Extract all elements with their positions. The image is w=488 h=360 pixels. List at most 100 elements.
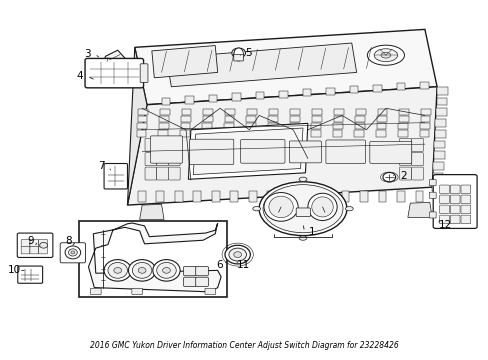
Bar	[248, 191, 256, 202]
Polygon shape	[135, 30, 436, 105]
Ellipse shape	[233, 48, 243, 61]
Ellipse shape	[157, 262, 176, 278]
Ellipse shape	[40, 242, 47, 248]
Bar	[193, 191, 201, 202]
Polygon shape	[140, 204, 163, 220]
Text: 8: 8	[65, 236, 72, 246]
Bar	[354, 123, 364, 130]
Bar	[341, 191, 348, 202]
Polygon shape	[193, 128, 303, 175]
Polygon shape	[166, 43, 356, 87]
Text: 2016 GMC Yukon Driver Information Center Adjust Switch Diagram for 23228426: 2016 GMC Yukon Driver Information Center…	[90, 341, 398, 350]
Bar	[433, 140, 444, 148]
Bar	[137, 130, 146, 136]
Bar	[245, 130, 255, 136]
Bar	[398, 116, 407, 122]
Bar	[174, 191, 182, 202]
Ellipse shape	[259, 182, 346, 235]
FancyBboxPatch shape	[411, 167, 423, 180]
Ellipse shape	[114, 267, 122, 273]
Bar	[310, 130, 320, 136]
Bar	[396, 83, 405, 90]
Bar	[203, 116, 212, 122]
Bar	[355, 116, 364, 122]
Bar	[246, 116, 256, 122]
Bar	[398, 109, 408, 115]
Ellipse shape	[128, 260, 156, 281]
Ellipse shape	[366, 45, 404, 65]
Bar	[202, 123, 212, 130]
Bar	[203, 109, 213, 115]
Bar	[246, 109, 256, 115]
Bar	[232, 94, 241, 101]
Ellipse shape	[231, 48, 245, 58]
Bar	[333, 109, 343, 115]
Bar	[435, 108, 446, 116]
FancyBboxPatch shape	[369, 141, 411, 163]
Bar	[420, 109, 430, 115]
Bar	[79, 221, 227, 297]
FancyBboxPatch shape	[145, 138, 157, 151]
Bar	[156, 191, 163, 202]
FancyBboxPatch shape	[399, 138, 410, 151]
Bar	[436, 98, 447, 105]
Bar	[434, 130, 445, 138]
Bar	[333, 116, 343, 122]
Ellipse shape	[311, 197, 332, 217]
FancyBboxPatch shape	[21, 239, 30, 247]
Bar	[419, 130, 428, 136]
Bar	[397, 123, 407, 130]
FancyBboxPatch shape	[104, 163, 127, 189]
Bar	[267, 123, 277, 130]
Bar	[431, 184, 442, 192]
Ellipse shape	[373, 49, 397, 62]
Bar	[312, 109, 321, 115]
Bar	[138, 191, 145, 202]
FancyBboxPatch shape	[195, 266, 208, 276]
FancyBboxPatch shape	[183, 266, 196, 276]
Bar	[138, 116, 147, 122]
FancyBboxPatch shape	[157, 138, 168, 151]
FancyBboxPatch shape	[449, 215, 459, 224]
FancyBboxPatch shape	[145, 167, 157, 180]
Bar	[160, 109, 169, 115]
Bar	[180, 130, 190, 136]
FancyBboxPatch shape	[168, 167, 180, 180]
FancyBboxPatch shape	[399, 153, 410, 166]
FancyBboxPatch shape	[325, 140, 365, 164]
Bar	[325, 87, 334, 95]
Text: 12: 12	[438, 220, 451, 230]
Bar	[161, 98, 170, 105]
Bar	[211, 191, 219, 202]
Ellipse shape	[162, 267, 170, 273]
FancyBboxPatch shape	[204, 288, 215, 294]
FancyBboxPatch shape	[428, 192, 435, 198]
Bar	[435, 119, 445, 127]
Bar	[372, 85, 381, 92]
FancyBboxPatch shape	[428, 180, 435, 186]
Bar	[185, 96, 193, 104]
FancyBboxPatch shape	[150, 136, 182, 163]
FancyBboxPatch shape	[189, 139, 233, 165]
Bar	[181, 116, 191, 122]
Polygon shape	[127, 47, 147, 205]
FancyBboxPatch shape	[460, 195, 470, 204]
FancyBboxPatch shape	[39, 247, 47, 254]
Bar	[332, 123, 342, 130]
FancyBboxPatch shape	[168, 138, 180, 151]
Polygon shape	[103, 50, 126, 66]
FancyBboxPatch shape	[168, 153, 180, 166]
Bar	[304, 191, 312, 202]
Bar	[224, 123, 234, 130]
Ellipse shape	[228, 248, 246, 261]
Ellipse shape	[263, 185, 342, 233]
Bar	[255, 92, 264, 99]
Bar	[289, 116, 299, 122]
Text: 6: 6	[215, 260, 222, 270]
Bar	[202, 130, 211, 136]
Bar	[224, 116, 234, 122]
FancyBboxPatch shape	[449, 185, 459, 194]
Bar	[332, 130, 342, 136]
Ellipse shape	[382, 172, 395, 182]
Bar	[302, 89, 311, 96]
